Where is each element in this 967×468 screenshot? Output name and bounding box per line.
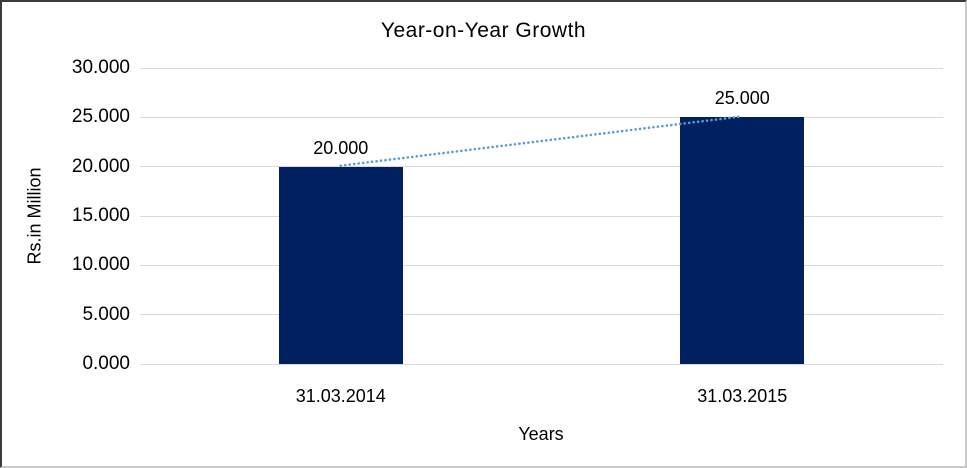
y-tick-label: 25.000 [71,106,130,128]
chart-title: Year-on-Year Growth [380,19,587,42]
bar [680,117,805,364]
y-tick-label: 15.000 [71,205,130,226]
gridline [140,116,943,118]
gridline [140,264,943,266]
y-tick-label: 30.000 [71,57,130,78]
gridline [140,363,943,365]
y-tick-label: 20.000 [71,155,130,177]
bar-data-label: 25.000 [714,88,770,109]
y-tick-label: 0.000 [82,353,130,374]
gridline [140,314,943,316]
y-tick-label: 5.000 [82,303,130,325]
plot-area: 20.000 25.000 [140,67,943,365]
bar-data-label: 20.000 [313,137,369,158]
gridline [140,166,943,168]
x-tick-label: 31.03.2014 [295,386,386,406]
x-tick-label: 31.03.2015 [697,386,788,406]
x-axis-title: Years [518,424,564,444]
bar [278,166,403,364]
y-tick-label: 10.000 [71,254,130,276]
gridline [140,215,943,217]
trendline [339,115,744,167]
gridline [140,67,943,69]
